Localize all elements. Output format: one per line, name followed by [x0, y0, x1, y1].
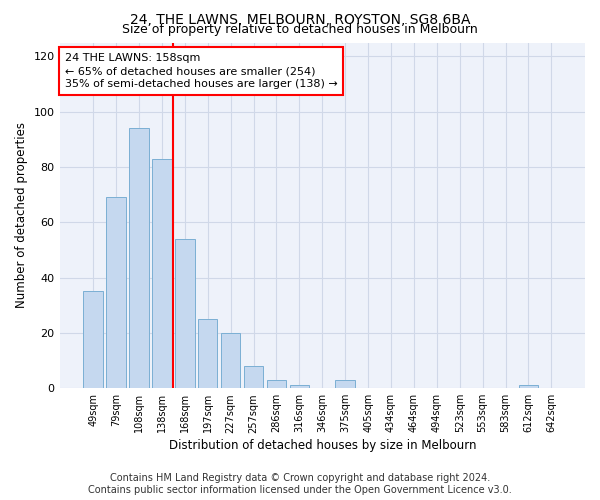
Bar [244, 366, 263, 388]
Bar [106, 198, 126, 388]
Bar [175, 239, 194, 388]
X-axis label: Distribution of detached houses by size in Melbourn: Distribution of detached houses by size … [169, 440, 476, 452]
Bar [198, 319, 217, 388]
Text: Contains HM Land Registry data © Crown copyright and database right 2024.
Contai: Contains HM Land Registry data © Crown c… [88, 474, 512, 495]
Bar [129, 128, 149, 388]
Bar [267, 380, 286, 388]
Text: 24 THE LAWNS: 158sqm
← 65% of detached houses are smaller (254)
35% of semi-deta: 24 THE LAWNS: 158sqm ← 65% of detached h… [65, 53, 338, 90]
Y-axis label: Number of detached properties: Number of detached properties [15, 122, 28, 308]
Bar [83, 292, 103, 388]
Bar [335, 380, 355, 388]
Bar [221, 333, 241, 388]
Text: 24, THE LAWNS, MELBOURN, ROYSTON, SG8 6BA: 24, THE LAWNS, MELBOURN, ROYSTON, SG8 6B… [130, 12, 470, 26]
Bar [519, 386, 538, 388]
Bar [152, 158, 172, 388]
Bar [290, 386, 309, 388]
Text: Size of property relative to detached houses in Melbourn: Size of property relative to detached ho… [122, 22, 478, 36]
